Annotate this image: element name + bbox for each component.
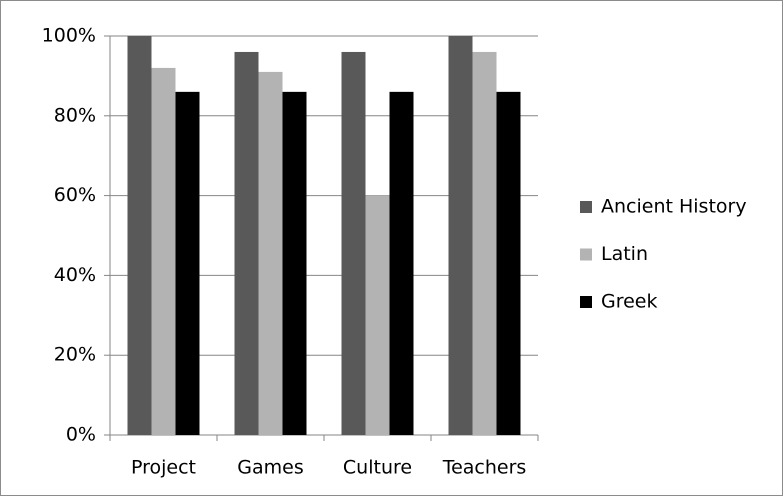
bar (472, 51, 497, 436)
x-tick-label: Teachers (442, 457, 527, 479)
legend-label: Ancient History (601, 196, 747, 218)
x-tick-label: Culture (343, 457, 412, 479)
y-tick-label: 0% (66, 424, 96, 446)
bar (365, 195, 390, 435)
x-tick-label: Games (237, 457, 303, 479)
legend-swatch (580, 248, 592, 261)
bar (258, 71, 283, 435)
x-tick-label: Project (131, 457, 196, 479)
bar (127, 36, 152, 435)
y-tick-label: 100% (42, 25, 96, 47)
legend-label: Latin (601, 243, 648, 265)
legend-label: Greek (601, 291, 658, 313)
bar (234, 51, 259, 436)
bar (341, 51, 366, 436)
legend-swatch (580, 201, 592, 213)
bar (496, 91, 521, 436)
legend-swatch (580, 296, 592, 308)
bar (389, 91, 414, 436)
bar (448, 36, 473, 435)
bar (151, 67, 176, 436)
y-tick-label: 40% (54, 264, 96, 286)
y-tick-label: 80% (54, 104, 96, 126)
y-tick-label: 20% (54, 344, 96, 366)
y-tick-label: 60% (54, 184, 96, 206)
bar (282, 91, 307, 436)
bar (175, 91, 200, 436)
